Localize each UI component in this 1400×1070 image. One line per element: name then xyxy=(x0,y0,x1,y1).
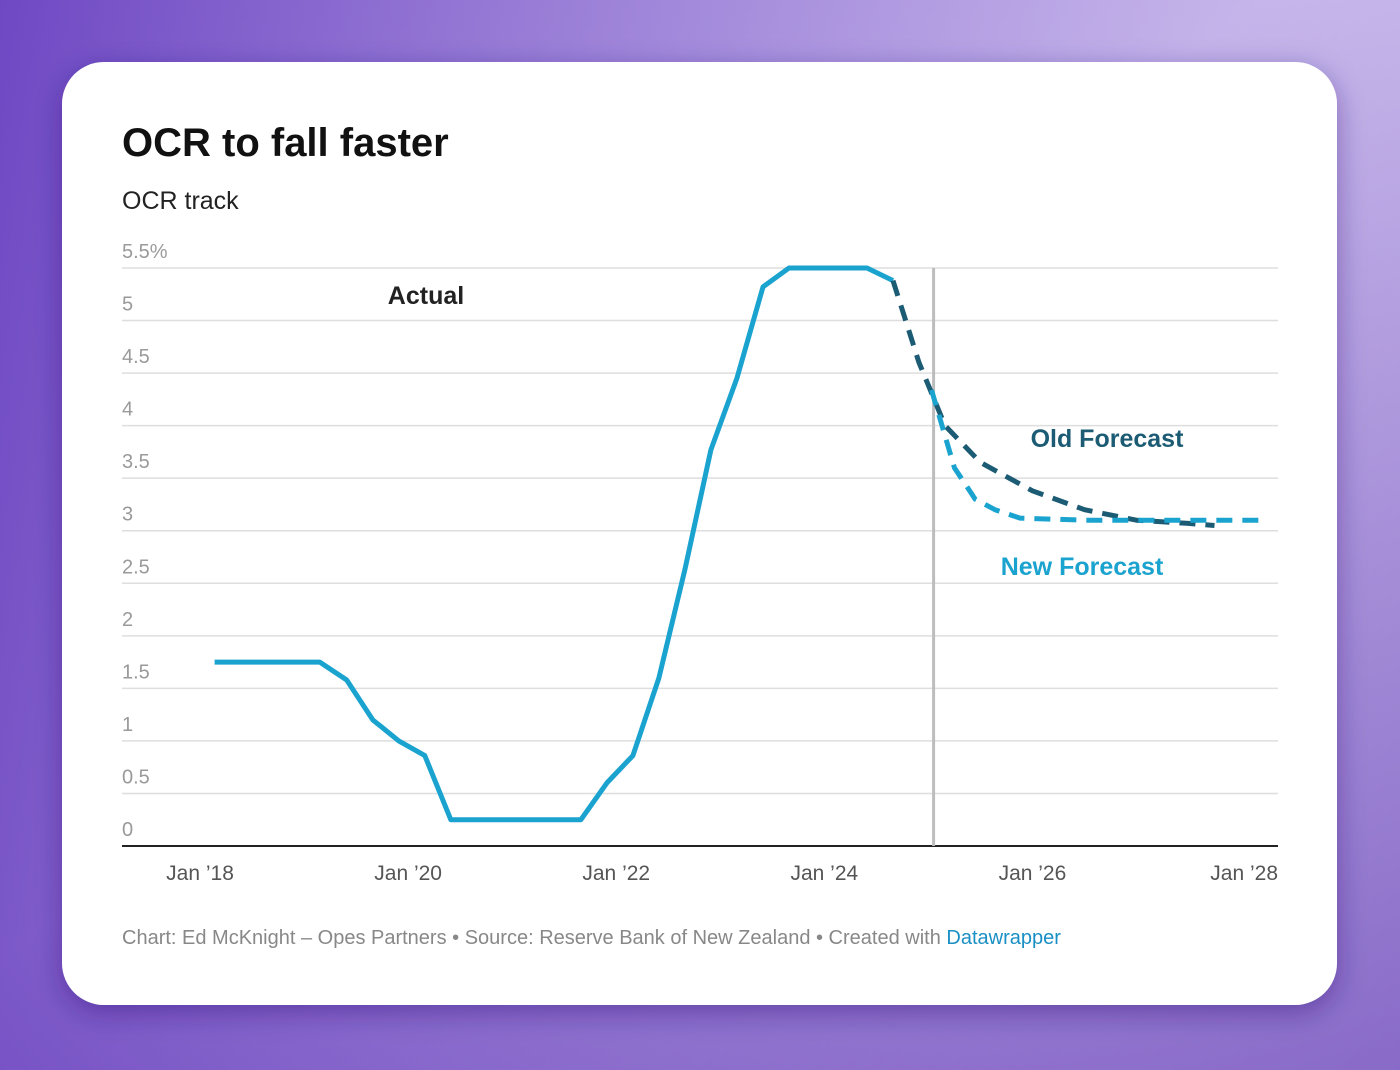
x-tick-label: Jan ’28 xyxy=(1210,862,1278,885)
x-tick-label: Jan ’20 xyxy=(374,862,442,885)
x-tick-label: Jan ’26 xyxy=(999,862,1067,885)
y-tick-label: 3 xyxy=(122,504,133,526)
y-tick-label: 5.5% xyxy=(122,241,168,263)
y-tick-label: 2.5 xyxy=(122,556,150,578)
y-tick-label: 1 xyxy=(122,714,133,736)
series-line xyxy=(929,389,1262,523)
chart-subtitle: OCR track xyxy=(122,187,239,215)
x-tick-label: Jan ’24 xyxy=(790,862,858,885)
footer-link[interactable]: Datawrapper xyxy=(946,927,1061,949)
y-tick-label: 4.5 xyxy=(122,346,150,368)
annotation: Old Forecast xyxy=(1031,425,1184,453)
card xyxy=(62,62,1337,1005)
annotation: Actual xyxy=(388,282,464,310)
footer: Chart: Ed McKnight – Opes Partners • Sou… xyxy=(122,927,1061,949)
y-tick-label: 2 xyxy=(122,609,133,631)
series-line xyxy=(890,279,1215,528)
plot: 0 0.5 1 1.5 2 2.5 3 3.5 4 4.5 5 5.5% Jan ’18 Jan ’20 J… xyxy=(122,241,1278,885)
y-tick-label: 0 xyxy=(122,819,133,841)
y-tick-label: 4 xyxy=(122,399,133,421)
y-tick-label: 0.5 xyxy=(122,766,150,788)
annotation: New Forecast xyxy=(1001,553,1164,581)
y-tick-label: 5 xyxy=(122,294,133,316)
x-tick-label: Jan ’22 xyxy=(582,862,650,885)
y-tick-label: 1.5 xyxy=(122,661,150,683)
chart-title: OCR to fall faster xyxy=(122,121,449,165)
footer-text: Chart: Ed McKnight – Opes Partners • Sou… xyxy=(122,927,941,949)
series-line xyxy=(214,265,895,823)
y-tick-label: 3.5 xyxy=(122,451,150,473)
x-tick-label: Jan ’18 xyxy=(166,862,234,885)
